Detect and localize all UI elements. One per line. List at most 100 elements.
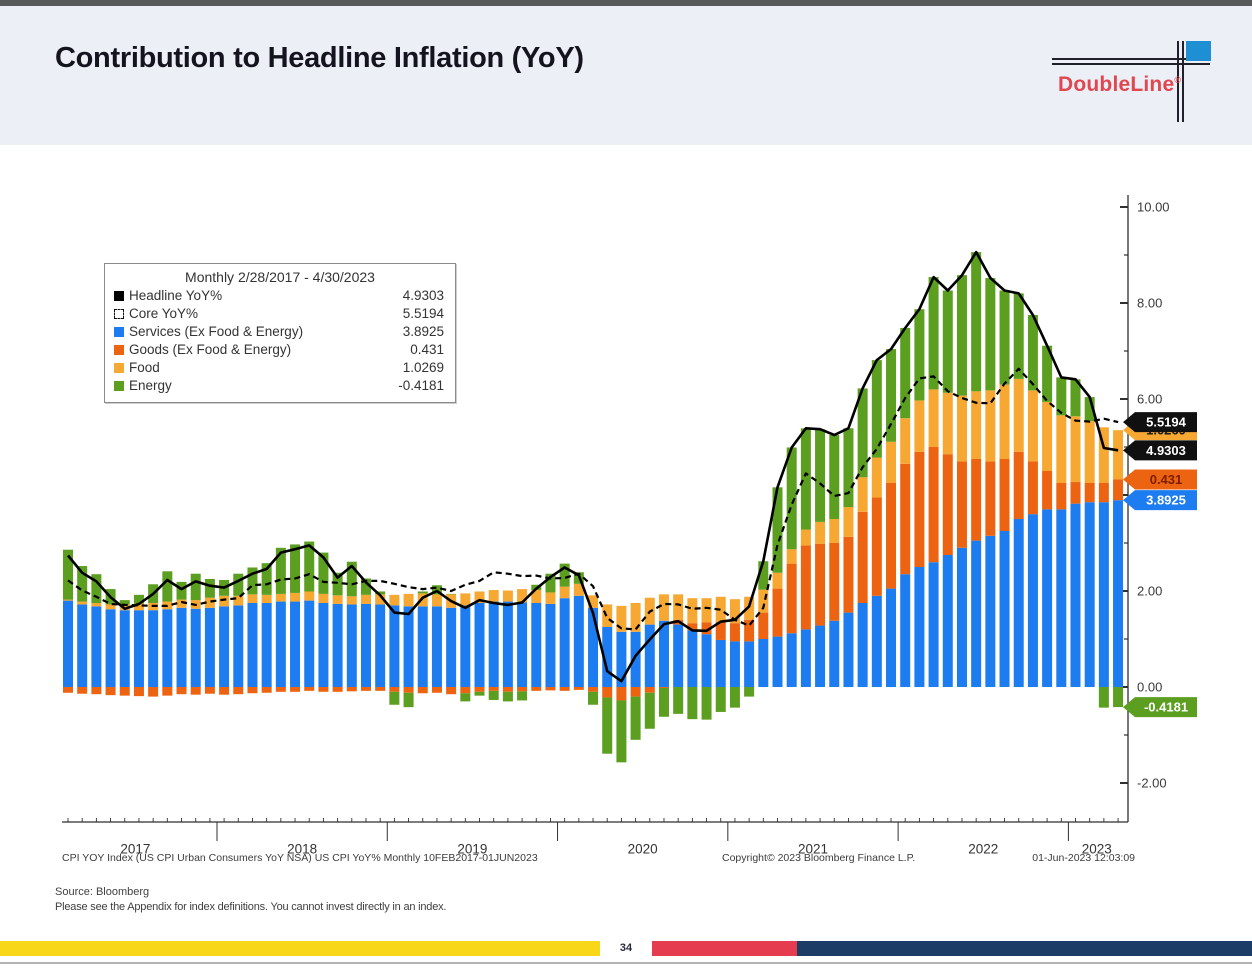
bar-segment-services [219, 606, 230, 687]
bar-segment-energy [630, 696, 641, 740]
bar-segment-food [999, 384, 1010, 459]
bar-segment-goods [573, 687, 584, 690]
bar-segment-goods [204, 687, 215, 694]
bar-segment-services [588, 607, 599, 687]
top-strip [0, 0, 1252, 6]
bloomberg-timestamp: 01-Jun-2023 12:03:09 [1032, 852, 1135, 864]
logo-vline-icon [1182, 41, 1184, 122]
bar-segment-goods [942, 454, 953, 555]
bar-segment-services [133, 610, 144, 687]
bar-segment-goods [857, 511, 868, 603]
y-tick-label: 6.00 [1137, 392, 1162, 407]
bar-segment-energy [786, 447, 797, 550]
bar-segment-services [261, 603, 272, 687]
bar-segment-services [431, 606, 442, 687]
legend-swatch-icon [114, 363, 124, 373]
bar-segment-services [190, 608, 201, 687]
bar-segment-energy [1042, 345, 1053, 402]
bar-segment-energy [275, 547, 286, 594]
bar-segment-energy [133, 594, 144, 604]
legend-item: Food 1.0269 [114, 359, 446, 377]
bar-segment-services [573, 595, 584, 687]
bar-segment-goods [602, 687, 613, 698]
value-tag [1123, 697, 1197, 718]
bar-segment-goods [360, 687, 371, 691]
bar-segment-services [460, 605, 471, 687]
bar-segment-food [502, 590, 513, 602]
bar-segment-services [928, 562, 939, 687]
bar-segment-food [545, 592, 556, 604]
bar-segment-services [446, 607, 457, 687]
bar-segment-food [304, 591, 315, 601]
bar-segment-goods [886, 483, 897, 589]
bloomberg-copyright-note: Copyright© 2023 Bloomberg Finance L.P. [722, 852, 916, 864]
bar-segment-energy [417, 591, 428, 594]
bar-segment-food [985, 390, 996, 462]
bar-segment-food [346, 596, 357, 605]
bar-segment-services [815, 625, 826, 687]
bar-segment-services [502, 601, 513, 687]
bar-segment-food [772, 572, 783, 589]
bar-segment-energy [204, 579, 215, 598]
logo-hline-icon [1052, 58, 1210, 60]
legend-label: Services (Ex Food & Energy) [129, 324, 304, 339]
headline-line [66, 250, 1119, 683]
bar-segment-energy [460, 693, 471, 702]
legend-item: Core YoY% 5.5194 [114, 305, 446, 323]
bar-segment-food [389, 594, 400, 606]
bar-segment-food [630, 603, 641, 632]
bar-segment-goods [928, 447, 939, 563]
page-number: 34 [619, 942, 633, 954]
bar-segment-energy [290, 544, 301, 593]
bar-segment-services [545, 603, 556, 687]
bar-segment-energy [715, 687, 726, 712]
bar-segment-goods [800, 545, 811, 630]
bar-segment-goods [417, 687, 428, 694]
bar-segment-goods [488, 687, 499, 691]
bar-segment-food [758, 589, 769, 613]
legend-rows: Headline YoY% 4.9303 Core YoY% 5.5194 Servic… [114, 287, 446, 395]
bar-segment-energy [332, 572, 343, 596]
doubleline-logo-icon: DoubleLine® [1032, 41, 1222, 126]
bar-segment-services [871, 595, 882, 687]
bar-segment-energy [815, 429, 826, 522]
bar-segment-services [857, 603, 868, 687]
bar-segment-services [630, 631, 641, 687]
bar-segment-goods [346, 687, 357, 692]
bar-segment-food [1084, 421, 1095, 483]
bar-segment-services [999, 531, 1010, 687]
bar-segment-goods [162, 687, 173, 696]
bar-segment-services [247, 603, 258, 687]
bar-segment-services [1084, 502, 1095, 687]
bar-segment-services [559, 598, 570, 687]
bar-segment-energy [800, 428, 811, 530]
bar-segment-services [162, 609, 173, 687]
bar-segment-goods [658, 687, 669, 688]
bar-segment-services [389, 605, 400, 687]
bar-segment-food [658, 594, 669, 621]
bar-segment-energy [956, 275, 967, 396]
bar-segment-services [1027, 514, 1038, 687]
bar-segment-food [744, 596, 755, 620]
legend-label: Energy [129, 378, 172, 393]
bottom-rule [0, 962, 1252, 964]
bar-segment-goods [588, 687, 599, 692]
bar-segment-goods [176, 687, 187, 695]
bar-segment-energy [829, 435, 840, 519]
value-tag-label: -0.4181 [1144, 700, 1188, 715]
bar-segment-food [715, 596, 726, 622]
bar-segment-energy [545, 573, 556, 593]
bar-segment-goods [644, 687, 655, 693]
bar-segment-goods [956, 461, 967, 548]
inflation-contribution-chart: -2.000.002.004.006.008.0010.002017201820… [62, 195, 1197, 857]
bar-segment-food [460, 593, 471, 606]
bar-segment-goods [531, 687, 542, 691]
bar-segment-food [474, 591, 485, 603]
legend-label: Headline YoY% [129, 288, 223, 303]
bar-segment-energy [942, 290, 953, 393]
bloomberg-index-note: CPI YOY Index (US CPI Urban Consumers Yo… [62, 852, 538, 864]
bar-segment-goods [105, 687, 116, 696]
header-band: Contribution to Headline Inflation (YoY)… [0, 6, 1252, 145]
bar-segment-energy [701, 687, 712, 720]
